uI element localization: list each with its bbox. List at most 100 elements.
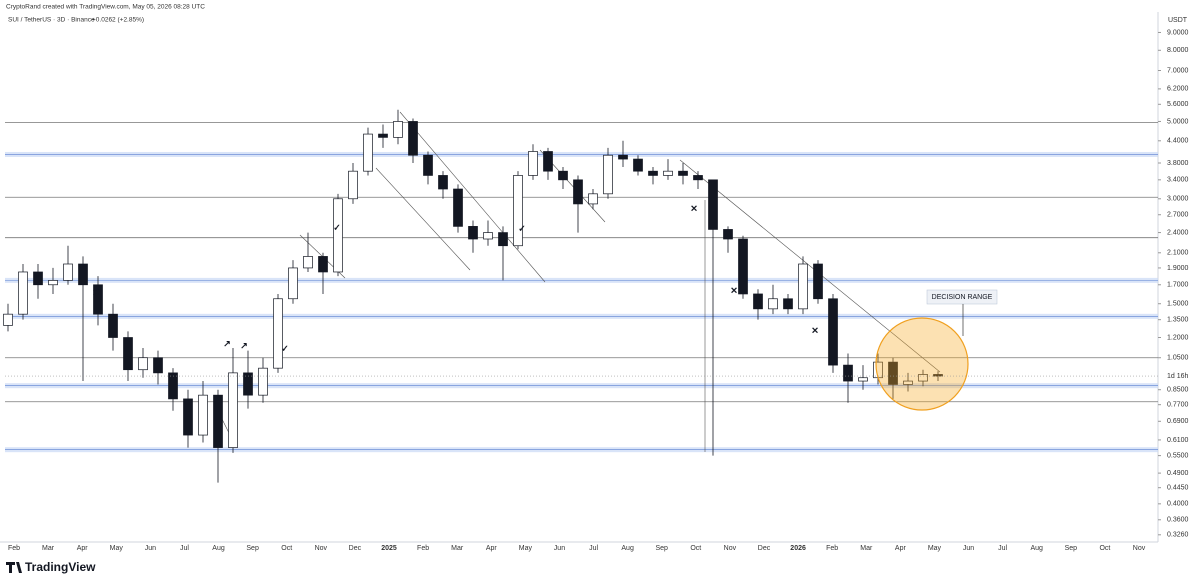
candle-body xyxy=(918,374,928,382)
y-tick-label: 3.0000 xyxy=(1167,196,1189,203)
candle-body xyxy=(183,398,193,436)
y-tick-label: 0.5500 xyxy=(1167,452,1189,459)
candle-body xyxy=(693,175,703,181)
y-tick-label: 7.0000 xyxy=(1167,67,1189,74)
logo-mark xyxy=(6,562,22,573)
candle-body xyxy=(168,372,178,400)
candle-body xyxy=(408,121,418,156)
x-tick-label: Jun xyxy=(554,545,565,552)
candle-body xyxy=(3,313,13,326)
candle-body xyxy=(498,232,508,247)
candle-body xyxy=(783,298,793,310)
y-unit: USDT xyxy=(1168,17,1188,24)
check-marker: ✓ xyxy=(333,222,341,232)
candle-body xyxy=(858,377,868,382)
candle-body xyxy=(903,380,913,385)
x-tick-label: Mar xyxy=(42,545,55,552)
candle-body xyxy=(213,394,223,448)
candle-body xyxy=(708,179,718,230)
annotation: DECISION RANGE xyxy=(932,294,993,301)
y-tick-label: 3.8000 xyxy=(1167,160,1189,167)
candle-body xyxy=(798,263,808,310)
candle-body xyxy=(513,175,523,247)
candle-body xyxy=(303,256,313,269)
brand: TradingView xyxy=(25,560,96,574)
y-tick-label: 0.4450 xyxy=(1167,485,1189,492)
candle-body xyxy=(93,284,103,315)
cross-marker: ✕ xyxy=(811,325,819,335)
y-tick-label: 0.6100 xyxy=(1167,437,1189,444)
x-tick-label: Dec xyxy=(758,545,771,552)
candle-body xyxy=(273,298,283,369)
x-tick-label: Oct xyxy=(281,545,292,552)
x-tick-label: Sep xyxy=(246,545,259,552)
x-tick-label: Feb xyxy=(417,545,429,552)
x-tick-label: Nov xyxy=(1133,545,1146,552)
candle-body xyxy=(648,170,658,176)
candle-body xyxy=(738,238,748,295)
x-tick-label: May xyxy=(928,545,942,552)
y-tick-label: 1.9000 xyxy=(1167,265,1189,272)
check-marker: ✓ xyxy=(281,343,289,353)
y-tick-label: 1.3500 xyxy=(1167,317,1189,324)
trendline xyxy=(679,159,941,373)
x-tick-label: Nov xyxy=(315,545,328,552)
candle-body xyxy=(318,256,328,273)
x-tick-label: Oct xyxy=(690,545,701,552)
candle-body xyxy=(423,154,433,176)
candle-body xyxy=(588,193,598,205)
candle-body xyxy=(288,267,298,300)
x-tick-label: Apr xyxy=(77,545,89,552)
x-tick-label: Sep xyxy=(655,545,668,552)
countdown: 1d 16h xyxy=(1167,373,1189,380)
candle-body xyxy=(438,175,448,190)
candle-body xyxy=(378,133,388,138)
x-tick-label: Dec xyxy=(349,545,362,552)
candle-body xyxy=(678,170,688,176)
y-tick-label: 1.7000 xyxy=(1167,282,1189,289)
candle-body xyxy=(153,357,163,374)
x-tick-label: May xyxy=(110,545,124,552)
y-tick-label: 8.0000 xyxy=(1167,47,1189,54)
x-tick-label: Jun xyxy=(963,545,974,552)
candle-body xyxy=(723,229,733,240)
candle-body xyxy=(348,170,358,200)
attribution: CryptoRand created with TradingView.com,… xyxy=(6,4,205,11)
x-tick-label: Feb xyxy=(826,545,838,552)
x-tick-label: Jun xyxy=(145,545,156,552)
y-tick-label: 5.6000 xyxy=(1167,101,1189,108)
candle-body xyxy=(198,394,208,436)
candle-body xyxy=(558,170,568,181)
x-tick-label: 2026 xyxy=(790,545,806,552)
candle-body xyxy=(573,179,583,205)
markers: ✕ ✕ ✕ ✕ ✓ ✓ ✓ ↗ ↗ xyxy=(92,203,819,353)
y-tick-label: 6.2000 xyxy=(1167,86,1189,93)
check-marker: ✓ xyxy=(518,223,526,233)
candle-body xyxy=(753,293,763,310)
y-tick-label: 0.3600 xyxy=(1167,517,1189,524)
candle-body xyxy=(828,298,838,366)
candle-body xyxy=(48,280,58,286)
y-tick-label: 1.5000 xyxy=(1167,301,1189,308)
candle-body xyxy=(108,313,118,338)
x-tick-label: Mar xyxy=(860,545,873,552)
x-tick-label: Oct xyxy=(1099,545,1110,552)
trendline xyxy=(375,167,471,271)
candle-body xyxy=(543,151,553,172)
y-tick-label: 0.6900 xyxy=(1167,418,1189,425)
y-tick-label: 2.4000 xyxy=(1167,229,1189,236)
y-tick-label: 2.7000 xyxy=(1167,212,1189,219)
check-marker: ↗ xyxy=(223,338,231,348)
y-tick-label: 0.3260 xyxy=(1167,532,1189,539)
candle-body xyxy=(333,198,343,273)
y-tick-label: 0.7700 xyxy=(1167,402,1189,409)
x-tick-label: Jul xyxy=(180,545,189,552)
highlight-circle xyxy=(875,317,969,411)
y-tick-label: 1.0500 xyxy=(1167,355,1189,362)
candle-body xyxy=(483,232,493,240)
candle-body xyxy=(228,372,238,448)
x-tick-label: Apr xyxy=(895,545,907,552)
annotation-box xyxy=(926,289,998,305)
candle-body xyxy=(618,154,628,160)
